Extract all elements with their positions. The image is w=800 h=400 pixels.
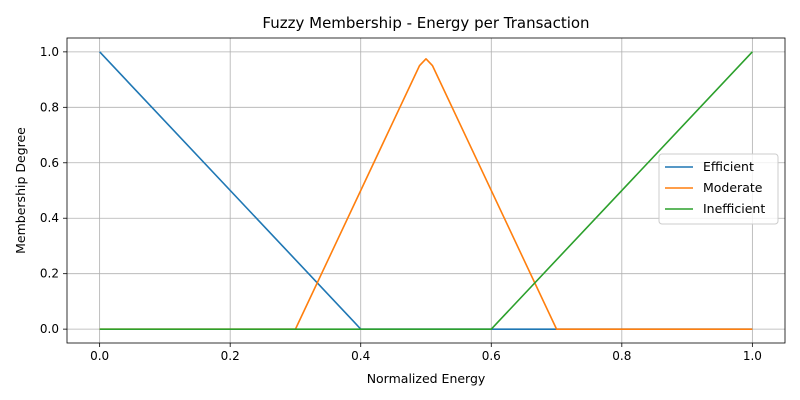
plot-area-frame: [66, 37, 786, 344]
legend-label-moderate: Moderate: [703, 180, 763, 195]
legend-box: [658, 153, 779, 225]
x-tick-label: 0.8: [612, 349, 631, 363]
axis-ticks: 0.0 0.2 0.4 0.6 0.8 1.0 0.0 0.2 0.4 0.6 0.8 1.0: [40, 45, 762, 363]
series-line-moderate: [99, 57, 753, 330]
chart-title: Fuzzy Membership - Energy per Transactio…: [262, 14, 589, 32]
y-tick-label: 0.8: [40, 100, 59, 114]
legend-label-inefficient: Inefficient: [703, 201, 765, 216]
x-tick-label: 0.6: [482, 349, 501, 363]
x-tick-label: 0.4: [351, 349, 370, 363]
series-line-inefficient: [99, 51, 753, 330]
legend-label-efficient: Efficient: [703, 159, 754, 174]
x-axis-title: Normalized Energy: [367, 371, 486, 386]
x-tick-label: 0.0: [90, 349, 109, 363]
y-tick-label: 1.0: [40, 45, 59, 59]
y-tick-label: 0.4: [40, 211, 59, 225]
y-tick-label: 0.6: [40, 156, 59, 170]
y-tick-label: 0.2: [40, 267, 59, 281]
x-tick-label: 0.2: [221, 349, 240, 363]
legend: Efficient Moderate Inefficient: [658, 153, 779, 225]
y-axis-title: Membership Degree: [13, 127, 28, 254]
x-tick-label: 1.0: [743, 349, 762, 363]
plot-series: [99, 51, 753, 330]
series-line-efficient: [99, 51, 753, 330]
y-tick-label: 0.0: [40, 322, 59, 336]
